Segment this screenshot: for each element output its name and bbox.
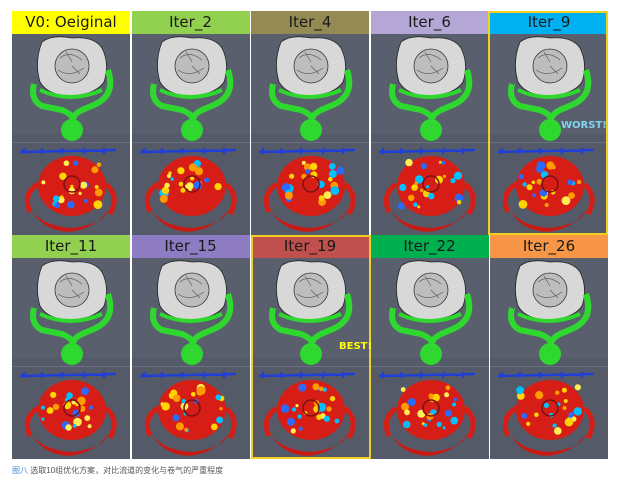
svg-text:·····: ····· bbox=[351, 451, 356, 455]
simulation-image: ····· ····· bbox=[490, 34, 608, 235]
panel-label: Iter_9 bbox=[490, 11, 608, 34]
panel-6: Iter_11 ····· ····· bbox=[12, 235, 130, 459]
svg-text:·····: ····· bbox=[471, 451, 476, 455]
panel-label: V0: Oeiginal bbox=[12, 11, 130, 34]
caption-text: 选取10组优化方案，对比流道的变化与卷气的严重程度 bbox=[28, 466, 224, 475]
panel-label: Iter_6 bbox=[370, 11, 489, 34]
simulation-image: ····· ····· bbox=[370, 34, 489, 235]
svg-text:·····: ····· bbox=[112, 451, 117, 455]
panel-5: Iter_9 ····· ····· bbox=[490, 11, 608, 235]
panel-9: Iter_22 ····· ····· bbox=[370, 235, 489, 459]
svg-text:·····: ····· bbox=[232, 227, 237, 231]
svg-text:·····: ····· bbox=[112, 227, 117, 231]
panel-1: V0: Oeiginal ····· ····· bbox=[12, 11, 130, 235]
panel-3: Iter_4 ····· ····· bbox=[251, 11, 369, 235]
panel-label: Iter_4 bbox=[251, 11, 369, 34]
svg-text:·····: ····· bbox=[351, 352, 356, 356]
panel-label: Iter_19 bbox=[251, 235, 369, 258]
svg-text:·····: ····· bbox=[232, 451, 237, 455]
svg-text:·····: ····· bbox=[471, 227, 476, 231]
panel-10: Iter_26 ····· ····· bbox=[490, 235, 608, 459]
simulation-image: ····· ····· bbox=[131, 258, 250, 459]
panel-7: Iter_15 ····· ····· bbox=[131, 235, 250, 459]
comparison-grid: V0: Oeiginal ····· ····· Iter_2 bbox=[12, 11, 608, 459]
svg-text:·····: ····· bbox=[232, 352, 237, 356]
simulation-image: ····· ····· bbox=[490, 258, 608, 459]
worst-annotation: WORST! bbox=[561, 120, 607, 131]
panel-4: Iter_6 ····· ····· bbox=[370, 11, 489, 235]
panel-label: Iter_26 bbox=[490, 235, 608, 258]
svg-text:·····: ····· bbox=[590, 352, 595, 356]
svg-text:·····: ····· bbox=[112, 128, 117, 132]
panel-label: Iter_15 bbox=[131, 235, 250, 258]
best-annotation: BEST! bbox=[339, 341, 373, 352]
simulation-image: ····· ····· bbox=[131, 34, 250, 235]
figure-number: 图八 bbox=[12, 466, 28, 475]
svg-text:·····: ····· bbox=[590, 128, 595, 132]
simulation-image: ····· ····· bbox=[251, 34, 369, 235]
svg-text:·····: ····· bbox=[471, 128, 476, 132]
panel-label: Iter_22 bbox=[370, 235, 489, 258]
svg-text:·····: ····· bbox=[232, 128, 237, 132]
panel-2: Iter_2 ····· ····· bbox=[131, 11, 250, 235]
panel-8: Iter_19 ····· ····· bbox=[251, 235, 369, 459]
svg-text:·····: ····· bbox=[112, 352, 117, 356]
svg-text:·····: ····· bbox=[590, 227, 595, 231]
svg-text:·····: ····· bbox=[590, 451, 595, 455]
svg-text:·····: ····· bbox=[351, 128, 356, 132]
simulation-image: ····· ····· bbox=[370, 258, 489, 459]
svg-text:·····: ····· bbox=[471, 352, 476, 356]
simulation-image: ····· ····· bbox=[12, 258, 130, 459]
figure-caption: 图八 选取10组优化方案，对比流道的变化与卷气的严重程度 bbox=[12, 465, 223, 476]
svg-text:·····: ····· bbox=[351, 227, 356, 231]
panel-label: Iter_2 bbox=[131, 11, 250, 34]
simulation-image: ····· ····· bbox=[251, 258, 369, 459]
simulation-image: ····· ····· bbox=[12, 34, 130, 235]
panel-label: Iter_11 bbox=[12, 235, 130, 258]
